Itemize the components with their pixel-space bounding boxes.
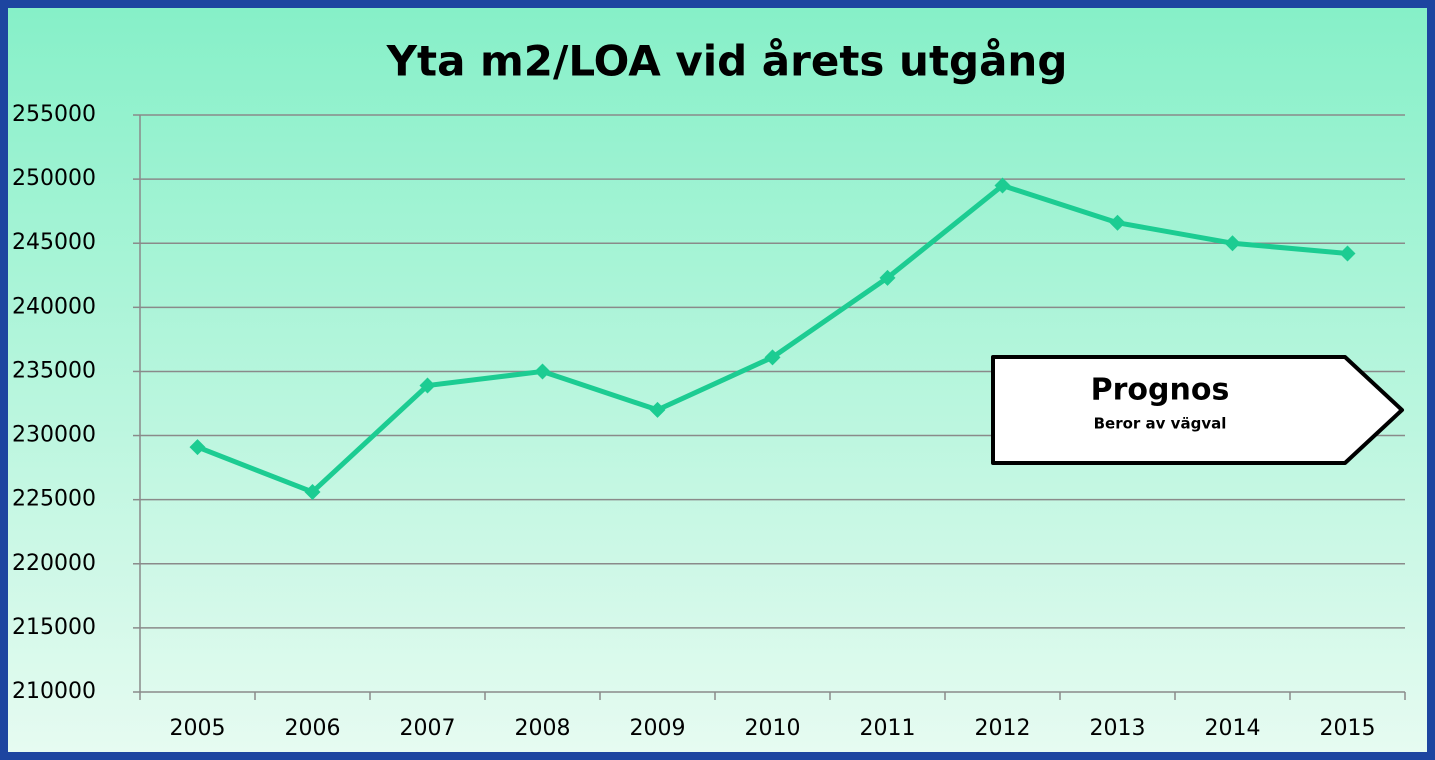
chart-title: Yta m2/LOA vid årets utgång <box>386 37 1068 86</box>
marker <box>764 349 781 366</box>
marker <box>419 377 436 394</box>
marker <box>994 177 1011 194</box>
marker <box>879 269 896 286</box>
marker <box>1109 214 1126 231</box>
marker <box>189 439 206 456</box>
y-tick-label: 255000 <box>12 102 96 127</box>
marker <box>1339 245 1356 262</box>
x-tick-label: 2010 <box>745 716 801 741</box>
y-tick-label: 240000 <box>12 294 96 319</box>
marker <box>534 363 551 380</box>
marker <box>1224 235 1241 252</box>
x-tick-label: 2008 <box>515 716 571 741</box>
annotation: Prognos Beror av vägval <box>991 355 1404 465</box>
y-tick-label: 220000 <box>12 551 96 576</box>
x-tick-label: 2012 <box>975 716 1031 741</box>
marker <box>649 401 666 418</box>
y-tick-label: 250000 <box>12 166 96 191</box>
y-tick-label: 245000 <box>12 230 96 255</box>
x-tick-label: 2005 <box>170 716 226 741</box>
x-tick-label: 2014 <box>1205 716 1261 741</box>
x-tick-label: 2015 <box>1320 716 1376 741</box>
y-tick-label: 225000 <box>12 487 96 512</box>
x-tick-label: 2013 <box>1090 716 1146 741</box>
marker <box>304 483 321 500</box>
x-tick-label: 2007 <box>400 716 456 741</box>
y-tick-label: 215000 <box>12 615 96 640</box>
annotation-title: Prognos <box>1091 373 1230 408</box>
annotation-subtitle: Beror av vägval <box>1094 415 1227 433</box>
x-tick-label: 2006 <box>285 716 341 741</box>
x-tick-label: 2009 <box>630 716 686 741</box>
y-tick-label: 235000 <box>12 358 96 383</box>
x-tick-label: 2011 <box>860 716 916 741</box>
y-tick-label: 230000 <box>12 423 96 448</box>
annotation-arrow <box>991 355 1404 465</box>
y-tick-label: 210000 <box>12 679 96 704</box>
